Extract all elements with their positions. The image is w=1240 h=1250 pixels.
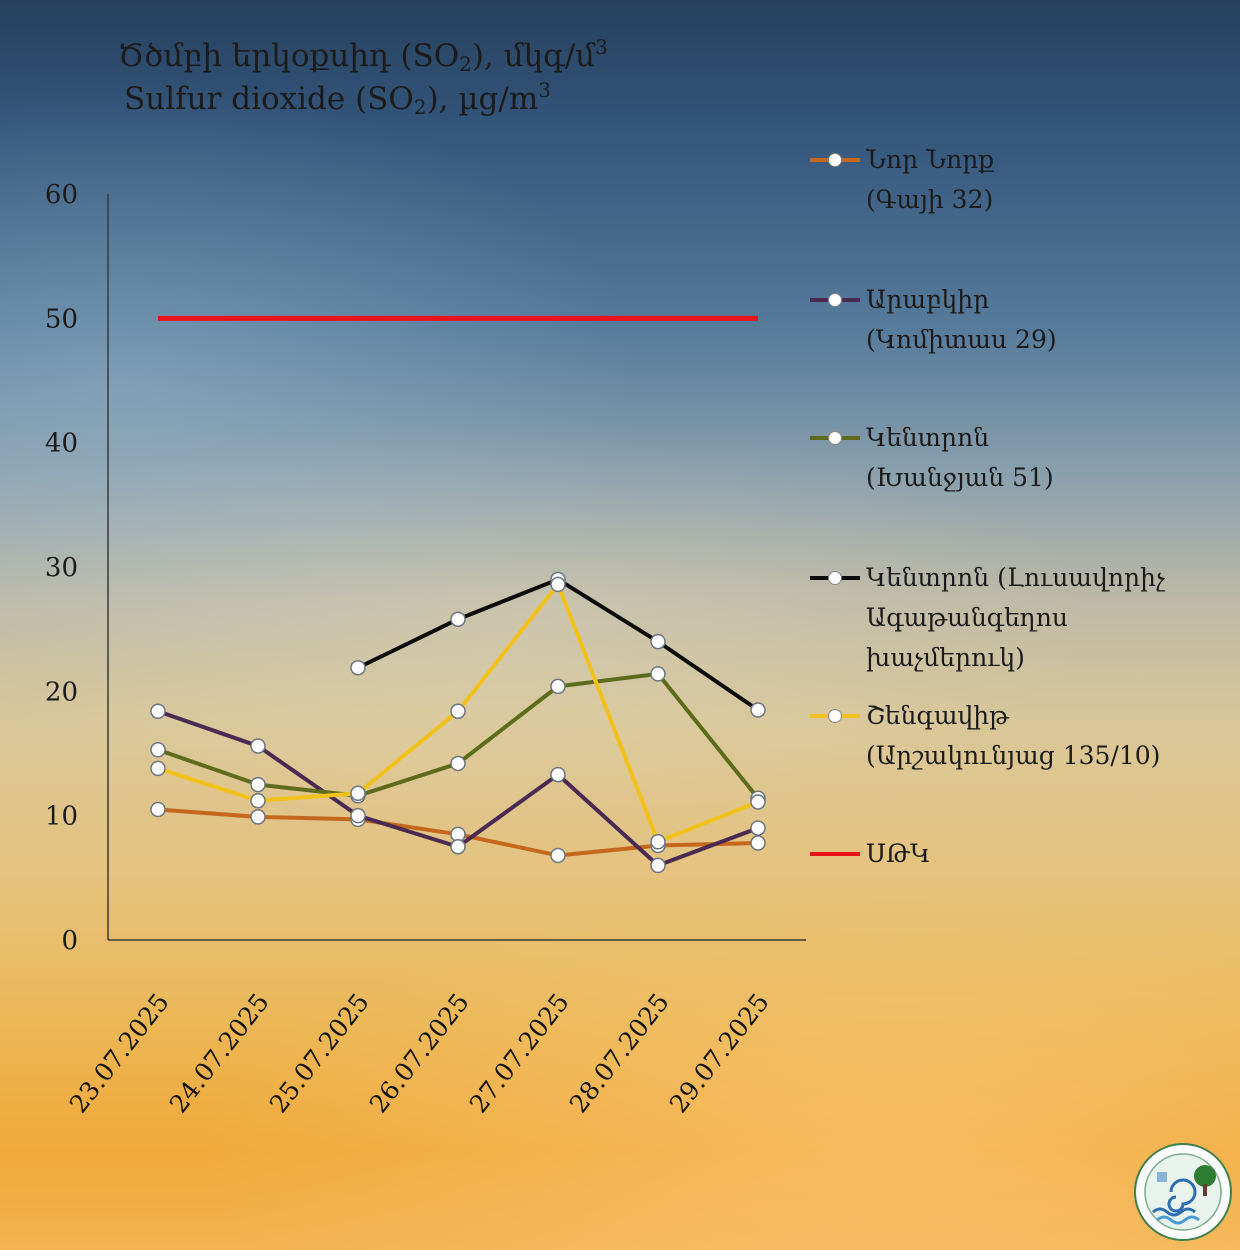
data-point xyxy=(550,847,566,864)
title-armenian: Ծծմբի երկօքսիդ (SO2), մկգ/մ3 xyxy=(118,35,608,76)
data-point xyxy=(750,702,766,718)
legend-label: Արաբկիր xyxy=(866,285,990,314)
legend-swatch xyxy=(810,431,860,445)
data-point xyxy=(250,738,266,754)
series-line xyxy=(157,671,760,800)
data-point xyxy=(250,792,266,809)
y-tick-labels: 0 10 20 30 40 50 60 xyxy=(45,180,78,956)
y-tick-label: 20 xyxy=(45,677,78,707)
legend-item: Շենգավիթ (Արշակունյաց 135/10) xyxy=(810,696,1226,776)
series-3 xyxy=(350,571,766,718)
data-point xyxy=(450,755,466,772)
legend-item: ՍԹԿ xyxy=(810,834,1226,874)
legend-item: Նոր Նորք (Գայի 32) xyxy=(810,140,1226,220)
x-tick-label: 26.07.2025 xyxy=(364,988,475,1119)
data-point xyxy=(550,576,566,593)
legend-label: (Կոմիտաս 29) xyxy=(866,325,1057,354)
data-point xyxy=(550,766,566,783)
title-english: Sulfur dioxide (SO2), µg/m3 xyxy=(124,78,551,119)
y-tick-label: 60 xyxy=(45,180,78,210)
y-tick-label: 30 xyxy=(45,553,78,583)
x-tick-label: 24.07.2025 xyxy=(164,988,275,1119)
series-2 xyxy=(150,666,766,807)
y-tick-label: 40 xyxy=(45,429,78,459)
legend-item: Կենտրոն (Լուսավորիչ Ագաթանգեղոս խաչմերուկ) xyxy=(810,558,1226,678)
data-point xyxy=(350,807,366,824)
legend-label: Նոր Նորք xyxy=(866,145,995,174)
data-point xyxy=(450,611,466,627)
legend-item: Արաբկիր (Կոմիտաս 29) xyxy=(810,280,1226,360)
data-point xyxy=(750,794,766,810)
x-tick-label: 27.07.2025 xyxy=(464,988,575,1119)
y-tick-label: 0 xyxy=(61,926,78,956)
legend-swatch xyxy=(810,709,860,723)
series-1 xyxy=(150,703,766,874)
data-point xyxy=(150,760,166,777)
data-point xyxy=(350,659,366,676)
series-4 xyxy=(150,576,766,850)
data-point xyxy=(450,839,466,855)
data-point xyxy=(150,742,166,758)
legend-label: Կենտրոն (Լուսավորիչ xyxy=(866,563,1166,592)
data-point xyxy=(650,666,666,682)
legend-swatch xyxy=(810,293,860,307)
data-point xyxy=(650,633,666,650)
data-point xyxy=(150,703,166,719)
legend-label: ՍԹԿ xyxy=(866,839,931,868)
data-point xyxy=(450,703,466,719)
chart-title: Ծծմբի երկօքսիդ (SO2), մկգ/մ3 Sulfur diox… xyxy=(118,34,608,120)
data-point xyxy=(150,801,166,818)
legend-swatch xyxy=(810,153,860,167)
data-point xyxy=(750,820,766,836)
organization-logo xyxy=(1134,1143,1232,1241)
chart-axes xyxy=(107,194,806,941)
legend-item: Կենտրոն (Խանջյան 51) xyxy=(810,418,1226,498)
data-point xyxy=(250,809,266,825)
data-point xyxy=(350,785,366,802)
y-tick-label: 10 xyxy=(45,802,78,832)
x-tick-label: 29.07.2025 xyxy=(664,988,775,1119)
x-tick-labels: 23.07.202524.07.202525.07.202526.07.2025… xyxy=(64,988,775,1119)
data-point xyxy=(250,776,266,793)
data-point xyxy=(550,678,566,695)
legend-swatch xyxy=(810,847,860,861)
data-point xyxy=(750,835,766,851)
legend-label: (Խանջյան 51) xyxy=(866,463,1054,492)
series-group xyxy=(150,315,766,874)
legend-label: խաչմերուկ) xyxy=(866,643,1025,672)
legend-swatch xyxy=(810,571,860,585)
x-tick-label: 25.07.2025 xyxy=(264,988,375,1119)
legend-label: Կենտրոն xyxy=(866,423,990,452)
legend-label: Շենգավիթ xyxy=(866,701,1009,730)
legend-label: Ագաթանգեղոս xyxy=(866,603,1069,632)
legend-label: (Արշակունյաց 135/10) xyxy=(866,741,1161,770)
data-point xyxy=(650,834,666,850)
legend-label: (Գայի 32) xyxy=(866,185,994,214)
y-tick-label: 50 xyxy=(45,304,78,334)
data-point xyxy=(650,857,666,874)
x-tick-label: 28.07.2025 xyxy=(564,988,675,1119)
x-tick-label: 23.07.2025 xyxy=(64,988,175,1119)
